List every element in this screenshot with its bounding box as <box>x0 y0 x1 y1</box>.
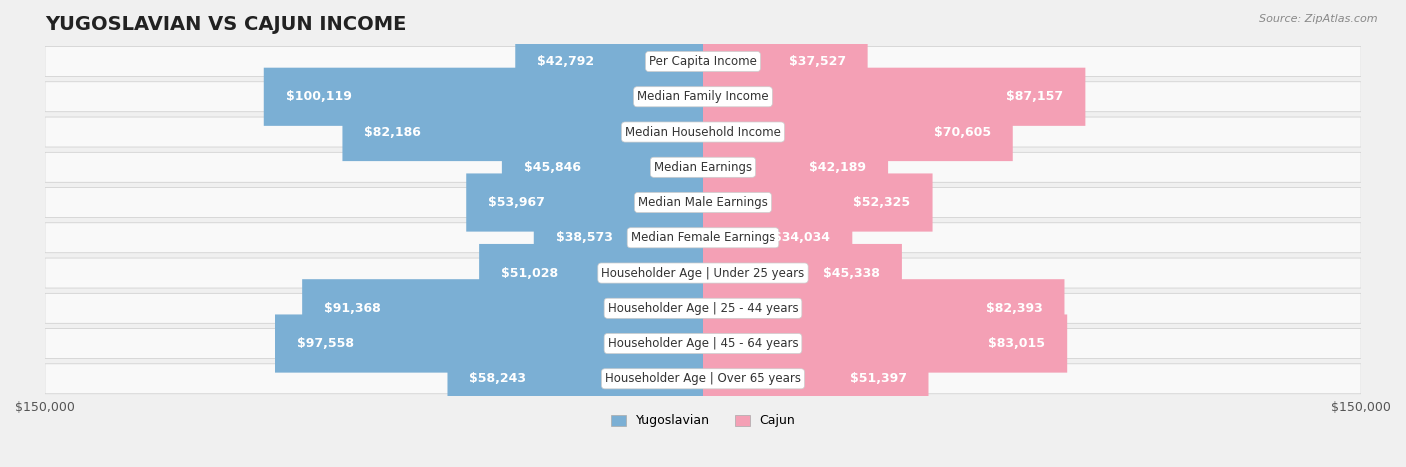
Text: $38,573: $38,573 <box>555 231 613 244</box>
Text: $58,243: $58,243 <box>470 372 526 385</box>
FancyBboxPatch shape <box>45 47 1361 77</box>
Text: Householder Age | 45 - 64 years: Householder Age | 45 - 64 years <box>607 337 799 350</box>
FancyBboxPatch shape <box>467 173 703 232</box>
FancyBboxPatch shape <box>343 103 703 161</box>
FancyBboxPatch shape <box>703 244 901 302</box>
Text: $51,028: $51,028 <box>501 267 558 280</box>
FancyBboxPatch shape <box>45 117 1361 147</box>
FancyBboxPatch shape <box>447 350 703 408</box>
Text: Householder Age | Over 65 years: Householder Age | Over 65 years <box>605 372 801 385</box>
Text: $53,967: $53,967 <box>488 196 546 209</box>
Text: $100,119: $100,119 <box>285 90 352 103</box>
FancyBboxPatch shape <box>264 68 703 126</box>
FancyBboxPatch shape <box>703 279 1064 337</box>
FancyBboxPatch shape <box>276 314 703 373</box>
Text: $82,186: $82,186 <box>364 126 422 139</box>
Text: $82,393: $82,393 <box>986 302 1042 315</box>
Text: Median Female Earnings: Median Female Earnings <box>631 231 775 244</box>
FancyBboxPatch shape <box>45 223 1361 253</box>
Text: $37,527: $37,527 <box>789 55 845 68</box>
Text: $51,397: $51,397 <box>849 372 907 385</box>
FancyBboxPatch shape <box>45 258 1361 288</box>
FancyBboxPatch shape <box>45 82 1361 112</box>
FancyBboxPatch shape <box>703 103 1012 161</box>
FancyBboxPatch shape <box>45 364 1361 394</box>
FancyBboxPatch shape <box>703 138 889 196</box>
Text: Householder Age | Under 25 years: Householder Age | Under 25 years <box>602 267 804 280</box>
Text: $83,015: $83,015 <box>988 337 1045 350</box>
FancyBboxPatch shape <box>479 244 703 302</box>
FancyBboxPatch shape <box>302 279 703 337</box>
FancyBboxPatch shape <box>515 32 703 91</box>
Text: $45,338: $45,338 <box>823 267 880 280</box>
FancyBboxPatch shape <box>45 329 1361 359</box>
Text: Per Capita Income: Per Capita Income <box>650 55 756 68</box>
FancyBboxPatch shape <box>502 138 703 196</box>
Text: $91,368: $91,368 <box>325 302 381 315</box>
FancyBboxPatch shape <box>703 32 868 91</box>
FancyBboxPatch shape <box>45 152 1361 182</box>
Text: Median Earnings: Median Earnings <box>654 161 752 174</box>
Text: Median Household Income: Median Household Income <box>626 126 780 139</box>
Text: $52,325: $52,325 <box>853 196 911 209</box>
Text: YUGOSLAVIAN VS CAJUN INCOME: YUGOSLAVIAN VS CAJUN INCOME <box>45 15 406 34</box>
FancyBboxPatch shape <box>534 209 703 267</box>
FancyBboxPatch shape <box>703 314 1067 373</box>
Text: $70,605: $70,605 <box>934 126 991 139</box>
FancyBboxPatch shape <box>703 350 928 408</box>
Text: $42,792: $42,792 <box>537 55 595 68</box>
FancyBboxPatch shape <box>45 293 1361 323</box>
FancyBboxPatch shape <box>703 173 932 232</box>
Text: Median Family Income: Median Family Income <box>637 90 769 103</box>
Text: Householder Age | 25 - 44 years: Householder Age | 25 - 44 years <box>607 302 799 315</box>
Text: $87,157: $87,157 <box>1007 90 1063 103</box>
FancyBboxPatch shape <box>703 209 852 267</box>
Text: $34,034: $34,034 <box>773 231 831 244</box>
Text: $97,558: $97,558 <box>297 337 354 350</box>
Text: $45,846: $45,846 <box>524 161 581 174</box>
FancyBboxPatch shape <box>45 188 1361 218</box>
Legend: Yugoslavian, Cajun: Yugoslavian, Cajun <box>606 410 800 432</box>
Text: $42,189: $42,189 <box>808 161 866 174</box>
Text: Source: ZipAtlas.com: Source: ZipAtlas.com <box>1260 14 1378 24</box>
FancyBboxPatch shape <box>703 68 1085 126</box>
Text: Median Male Earnings: Median Male Earnings <box>638 196 768 209</box>
